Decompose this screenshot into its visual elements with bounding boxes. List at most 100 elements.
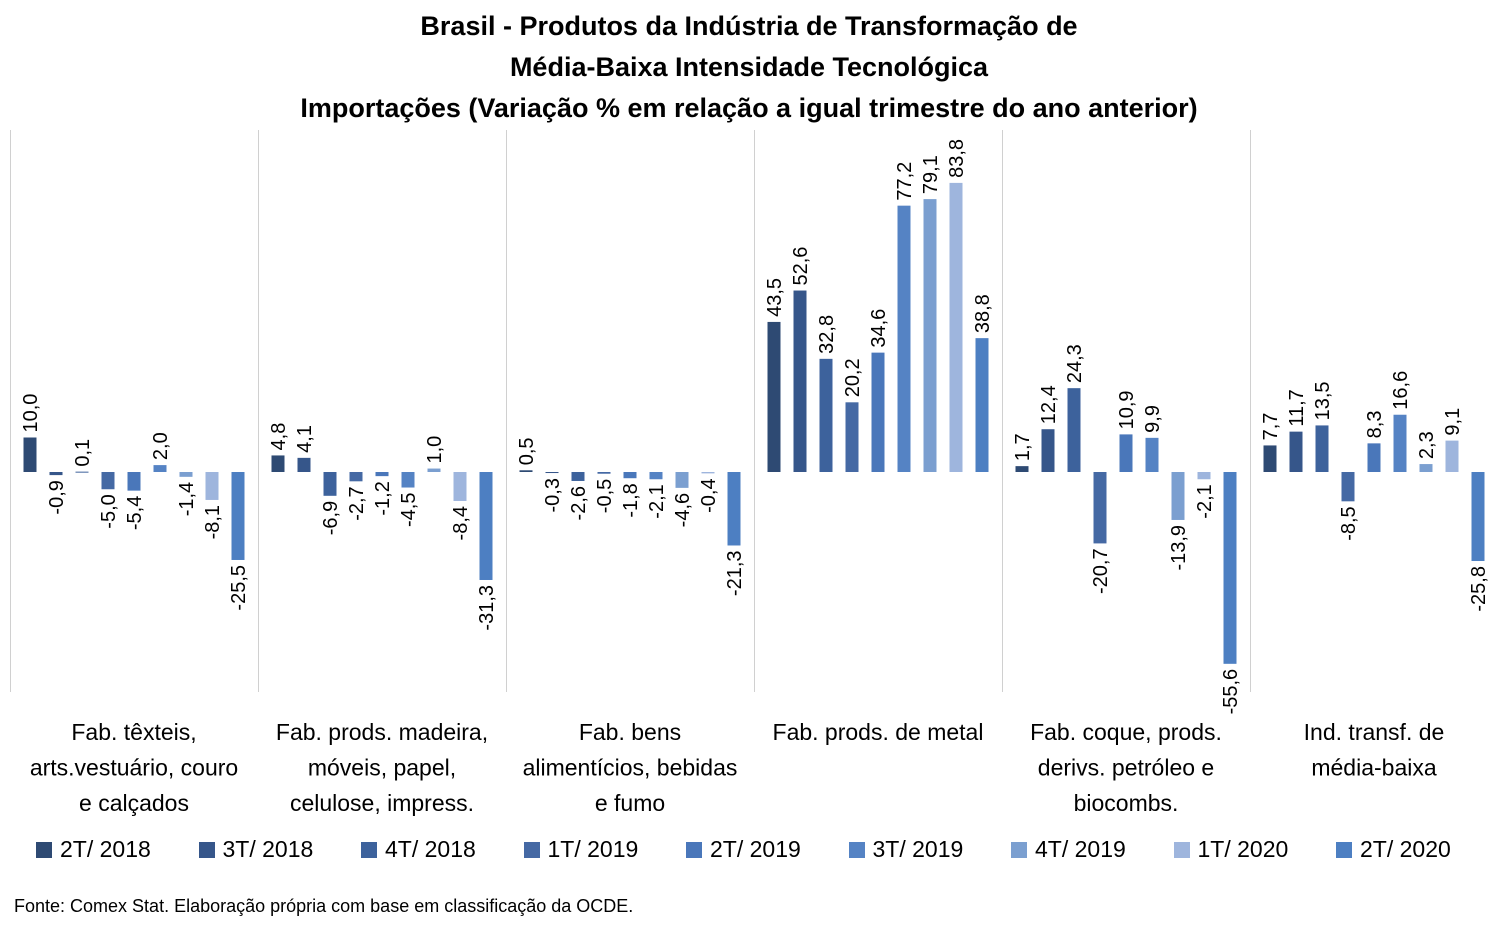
category-label-line: média-baixa: [1311, 755, 1436, 781]
data-label: 1,7: [1012, 433, 1034, 461]
data-label: -8,5: [1338, 506, 1360, 540]
legend-swatch: [848, 841, 865, 858]
bar: [231, 472, 245, 560]
chart-title-line-2: Média-Baixa Intensidade Tecnológica: [509, 52, 989, 82]
data-label: 2,0: [150, 432, 172, 460]
data-label: 34,6: [868, 309, 890, 348]
legend-swatch: [523, 841, 540, 858]
bar: [571, 472, 585, 481]
legend-item: 4T/ 2018: [361, 836, 476, 863]
legend-label: 4T/ 2019: [1035, 836, 1126, 862]
chart-title: Brasil - Produtos da Indústria de Transf…: [0, 6, 1498, 129]
data-label: -2,7: [346, 486, 368, 520]
data-label: -1,2: [372, 481, 394, 515]
data-label: 83,8: [946, 139, 968, 178]
category-label-line: Ind. transf. de: [1304, 719, 1445, 745]
bar: [1223, 472, 1237, 664]
data-label: 32,8: [816, 315, 838, 354]
data-label: 77,2: [894, 162, 916, 201]
data-label: -5,4: [124, 496, 146, 530]
legend-swatch: [36, 841, 52, 858]
data-label: -0,4: [698, 478, 720, 512]
data-label: -31,3: [476, 585, 498, 631]
category-label-line: Fab. têxteis,: [71, 719, 196, 745]
bar: [649, 472, 663, 480]
bar: [701, 472, 715, 474]
bar: [1197, 472, 1211, 480]
bar: [453, 472, 467, 501]
category-label-line: e fumo: [595, 790, 665, 816]
bar: [23, 437, 37, 472]
bar: [1263, 445, 1277, 472]
data-label: 2,3: [1416, 431, 1438, 459]
data-label: 0,1: [72, 439, 94, 467]
data-label: 4,1: [294, 425, 316, 453]
bar-chart: 10,0 -0,90,1 -5,0 -5,4 2,0-1,4-8,1 -25,5 Fab. …: [10, 130, 1490, 816]
data-label: 10,9: [1116, 390, 1138, 429]
data-label: -20,7: [1090, 548, 1112, 594]
category-label-line: Fab. coque, prods.: [1030, 719, 1222, 745]
data-label: -4,6: [672, 493, 694, 527]
legend-item: 2T/ 2018: [36, 836, 151, 863]
category-label-line: biocombs.: [1074, 790, 1179, 816]
legend-swatch: [1336, 841, 1352, 858]
legend-label: 2T/ 2019: [710, 836, 801, 862]
bar: [153, 465, 167, 472]
data-label: 79,1: [920, 155, 942, 194]
data-label: 8,3: [1364, 411, 1386, 439]
bar: [871, 352, 885, 472]
chart-legend: 2T/ 2018 3T/ 2018 4T/ 2018 1T/ 2019 2T/ 2019…: [0, 836, 1498, 872]
legend-swatch: [1173, 841, 1190, 858]
bar: [479, 472, 493, 580]
bar: [1119, 434, 1133, 472]
bar: [1445, 440, 1459, 472]
data-label: 9,9: [1142, 405, 1164, 433]
legend-label: 1T/ 2020: [1197, 836, 1289, 862]
data-label: 1,0: [424, 436, 446, 464]
bar: [271, 455, 285, 472]
bar: [323, 472, 337, 496]
data-label: -8,4: [450, 506, 472, 540]
bar: [1341, 472, 1355, 502]
legend-label: 2T/ 2018: [60, 836, 151, 862]
bar: [897, 205, 911, 472]
legend-swatch: [361, 841, 377, 858]
bar: [1171, 472, 1185, 520]
bar: [1471, 472, 1485, 562]
bar: [1315, 425, 1329, 472]
bar: [819, 358, 833, 472]
bar: [401, 472, 415, 488]
legend-label: 2T/ 2020: [1360, 836, 1451, 862]
bar: [519, 470, 533, 472]
data-label: 4,8: [268, 423, 290, 451]
category-label-line: Fab. prods. madeira,: [276, 719, 488, 745]
bar: [675, 472, 689, 488]
data-label: -1,4: [176, 482, 198, 516]
bar: [49, 472, 63, 476]
bar: [767, 321, 781, 472]
bar: [1093, 472, 1107, 544]
bar: [179, 472, 193, 477]
legend-label: 1T/ 2019: [547, 836, 639, 862]
data-label: 9,1: [1442, 408, 1464, 436]
data-label: 52,6: [790, 247, 812, 286]
bar: [923, 199, 937, 473]
data-label: -2,1: [1194, 484, 1216, 518]
bar: [1145, 437, 1159, 472]
category-label-line: alimentícios, bebidas: [523, 755, 738, 781]
data-label: -25,8: [1468, 566, 1490, 612]
data-label: -0,5: [594, 479, 616, 513]
data-label: 7,7: [1260, 413, 1282, 441]
bar: [349, 472, 363, 482]
legend-label: 3T/ 2018: [222, 836, 314, 862]
data-label: 20,2: [842, 358, 864, 397]
legend-label: 3T/ 2019: [872, 836, 964, 862]
data-label: -4,5: [398, 493, 420, 527]
legend-swatch: [686, 841, 702, 858]
chart-title-line-3: Importações (Variação % em relação a igu…: [300, 93, 1198, 123]
category-label-line: Fab. prods. de metal: [773, 719, 984, 745]
category-label-line: e calçados: [79, 790, 189, 816]
data-label: -2,6: [568, 486, 590, 520]
legend-item: 3T/ 2018: [198, 836, 314, 863]
legend-item: 3T/ 2019: [848, 836, 964, 863]
